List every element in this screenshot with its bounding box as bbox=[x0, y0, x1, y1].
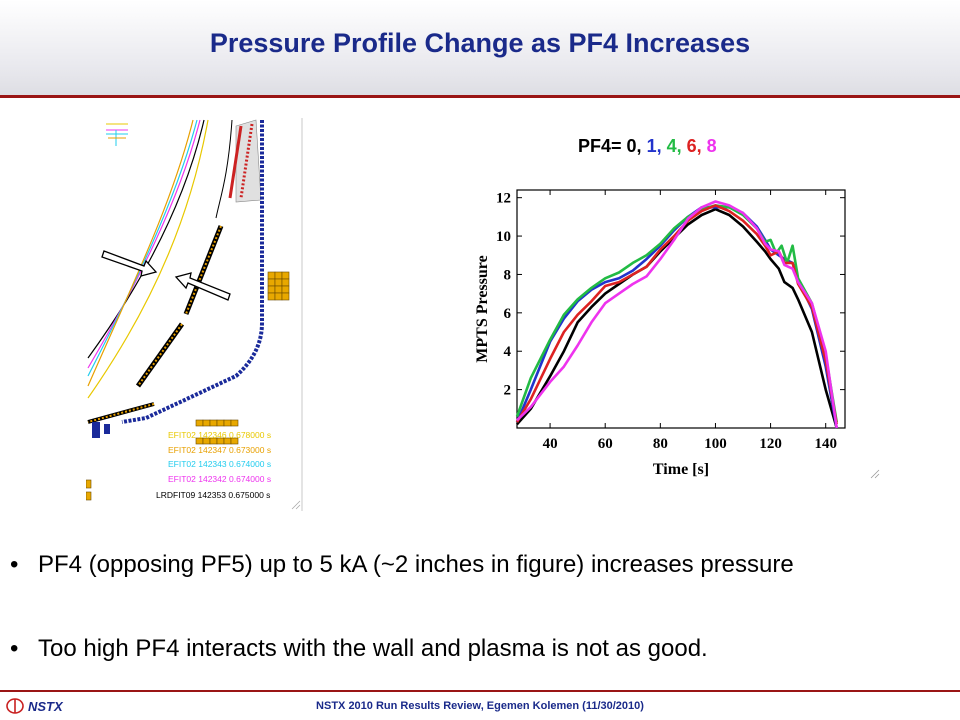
x-tick-label: 140 bbox=[814, 436, 837, 452]
pf4-value: 8 bbox=[706, 136, 717, 156]
pf4-value: 4, bbox=[666, 136, 682, 156]
y-tick-label: 8 bbox=[504, 267, 512, 283]
resize-grip-icon bbox=[291, 500, 301, 510]
boundary-yellow-line bbox=[87, 119, 209, 399]
boundary-black-line bbox=[87, 119, 205, 359]
efit-legend-entry: LRDFIT09 142353 0.675000 s bbox=[156, 490, 270, 500]
efit-legend-entry: EFIT02 142347 0.673000 s bbox=[168, 445, 271, 455]
coil-stack-icon bbox=[228, 119, 262, 203]
x-tick-label: 60 bbox=[598, 436, 613, 452]
y-tick-label: 4 bbox=[504, 344, 512, 360]
pressure-chart: 40 60 80 100 120 140 2 4 6 8 10 12 Time [s] MPTS Pres… bbox=[474, 189, 880, 479]
pf4-prefix: PF4= bbox=[578, 136, 622, 156]
efit-legend: EFIT02 142346 0.678000 s EFIT02 142347 0… bbox=[156, 430, 271, 500]
boundary-orange-line bbox=[87, 119, 194, 387]
bullet-dot-icon: • bbox=[10, 635, 19, 662]
x-tick-label: 40 bbox=[543, 436, 558, 452]
x-tick-label: 100 bbox=[704, 436, 727, 452]
nstx-logo-icon bbox=[6, 698, 24, 714]
y-tick-label: 2 bbox=[504, 383, 512, 399]
pf4-value: 1, bbox=[646, 136, 662, 156]
coil-blocks-icon bbox=[267, 271, 290, 301]
y-tick-label: 6 bbox=[504, 306, 512, 322]
title-divider bbox=[0, 95, 960, 98]
pf4-value: 0, bbox=[626, 136, 642, 156]
x-axis-label: Time [s] bbox=[653, 461, 709, 478]
bullet-item: • Too high PF4 interacts with the wall a… bbox=[10, 634, 938, 664]
series-line-0 bbox=[516, 207, 838, 429]
footer-divider bbox=[0, 690, 960, 692]
x-tick-label: 120 bbox=[759, 436, 782, 452]
series-line-8 bbox=[516, 200, 838, 429]
title-band bbox=[0, 0, 960, 95]
lower-blue-blocks-icon bbox=[92, 422, 110, 438]
arrow-right-icon bbox=[101, 250, 158, 277]
bullet-text: Too high PF4 interacts with the wall and… bbox=[38, 635, 708, 662]
slide-title: Pressure Profile Change as PF4 Increases bbox=[209, 28, 751, 58]
figure-background bbox=[86, 118, 304, 511]
x-tick-label: 80 bbox=[653, 436, 668, 452]
y-axis-label: MPTS Pressure bbox=[474, 255, 491, 362]
efit-legend-entry: EFIT02 142346 0.678000 s bbox=[168, 430, 271, 440]
resize-grip-icon bbox=[870, 469, 880, 479]
boundary-inner-line bbox=[215, 119, 233, 219]
bullet-item: • PF4 (opposing PF5) up to 5 kA (~2 inch… bbox=[10, 550, 938, 580]
bullet-dot-icon: • bbox=[10, 551, 19, 578]
vessel-wall-line bbox=[121, 120, 264, 424]
pf4-value: 6, bbox=[686, 136, 702, 156]
y-tick-label: 10 bbox=[496, 229, 511, 245]
equilibrium-figure: EFIT02 142346 0.678000 s EFIT02 142347 0… bbox=[86, 118, 304, 511]
pf4-values-label: PF4= 0, 1, 4, 6, 8 bbox=[578, 136, 717, 157]
footer-text: NSTX 2010 Run Results Review, Egemen Kol… bbox=[316, 700, 644, 712]
efit-legend-entry: EFIT02 142342 0.674000 s bbox=[168, 474, 271, 484]
coil-marker-icon bbox=[106, 123, 128, 146]
series-line-6 bbox=[515, 204, 838, 425]
efit-legend-entry: EFIT02 142343 0.674000 s bbox=[168, 459, 271, 469]
bullet-text: PF4 (opposing PF5) up to 5 kA (~2 inches… bbox=[38, 551, 794, 578]
arrow-left-icon bbox=[174, 272, 231, 301]
plot-frame bbox=[516, 189, 846, 429]
boundary-magenta-line bbox=[87, 119, 201, 369]
boundary-cyan-line bbox=[87, 119, 198, 377]
y-tick-label: 12 bbox=[496, 191, 511, 207]
lower-coil-blocks-icon bbox=[86, 419, 239, 501]
divertor-plate-upper bbox=[183, 225, 224, 315]
footer-brand: NSTX bbox=[28, 699, 63, 714]
